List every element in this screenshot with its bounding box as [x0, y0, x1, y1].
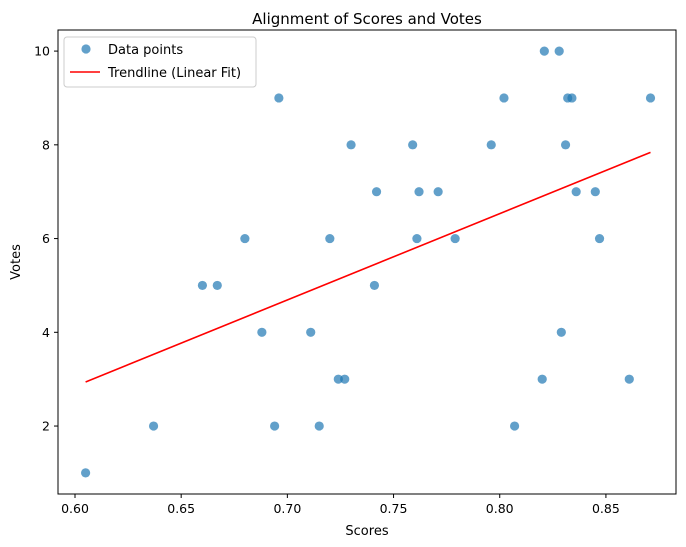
legend-label-trendline: Trendline (Linear Fit)	[107, 66, 241, 81]
data-point	[333, 374, 343, 384]
legend-label-data-points: Data points	[108, 43, 183, 58]
data-point	[624, 374, 634, 384]
data-points-layer	[81, 46, 656, 478]
data-point	[486, 140, 496, 150]
legend-marker-data-points	[81, 44, 91, 54]
y-tick-label: 8	[42, 137, 50, 152]
data-point	[340, 374, 350, 384]
data-point	[408, 140, 418, 150]
data-point	[325, 233, 335, 244]
chart-title: Alignment of Scores and Votes	[252, 10, 482, 28]
data-point	[590, 187, 600, 197]
data-point	[274, 93, 284, 103]
data-point	[306, 327, 316, 337]
y-tick-label: 2	[42, 419, 50, 434]
y-tick-label: 10	[34, 44, 50, 59]
x-tick-label: 0.80	[486, 501, 514, 516]
x-tick-label: 0.85	[592, 501, 620, 516]
data-point	[212, 280, 222, 291]
data-point	[571, 187, 581, 197]
data-point	[537, 374, 547, 384]
data-point	[346, 140, 356, 150]
data-point	[314, 421, 324, 431]
y-tick-label: 4	[42, 325, 50, 340]
data-point	[369, 280, 380, 291]
x-tick-label: 0.65	[167, 501, 195, 516]
x-tick-label: 0.75	[380, 501, 408, 516]
data-point	[433, 187, 443, 197]
data-point	[567, 93, 577, 103]
data-point	[539, 46, 549, 56]
data-point	[197, 280, 208, 291]
data-point	[499, 93, 509, 103]
legend: Data points Trendline (Linear Fit)	[63, 36, 257, 88]
legend-box	[63, 36, 257, 88]
y-tick-label: 6	[42, 231, 50, 246]
trendline	[85, 151, 651, 383]
data-point	[257, 327, 267, 337]
data-point	[554, 46, 564, 56]
data-point	[556, 327, 566, 337]
data-point	[240, 233, 250, 244]
plot-frame	[57, 29, 677, 495]
x-tick-label: 0.70	[273, 501, 301, 516]
data-point	[509, 421, 520, 431]
data-point	[414, 187, 424, 197]
data-point	[371, 187, 382, 197]
trendline-layer	[85, 151, 651, 383]
data-point	[645, 93, 656, 103]
y-axis-ticks: 2 4 6 8 10	[34, 44, 58, 434]
data-point	[412, 233, 422, 244]
data-point	[270, 421, 280, 431]
x-axis-label: Scores	[345, 524, 388, 539]
data-point	[450, 233, 460, 244]
data-point	[148, 421, 159, 431]
x-axis-ticks: 0.60 0.65 0.70 0.75 0.80 0.85	[61, 494, 620, 516]
y-axis-label: Votes	[9, 244, 24, 280]
data-point	[560, 140, 571, 150]
x-tick-label: 0.60	[61, 501, 89, 516]
data-point	[81, 468, 91, 478]
data-point	[594, 233, 605, 244]
